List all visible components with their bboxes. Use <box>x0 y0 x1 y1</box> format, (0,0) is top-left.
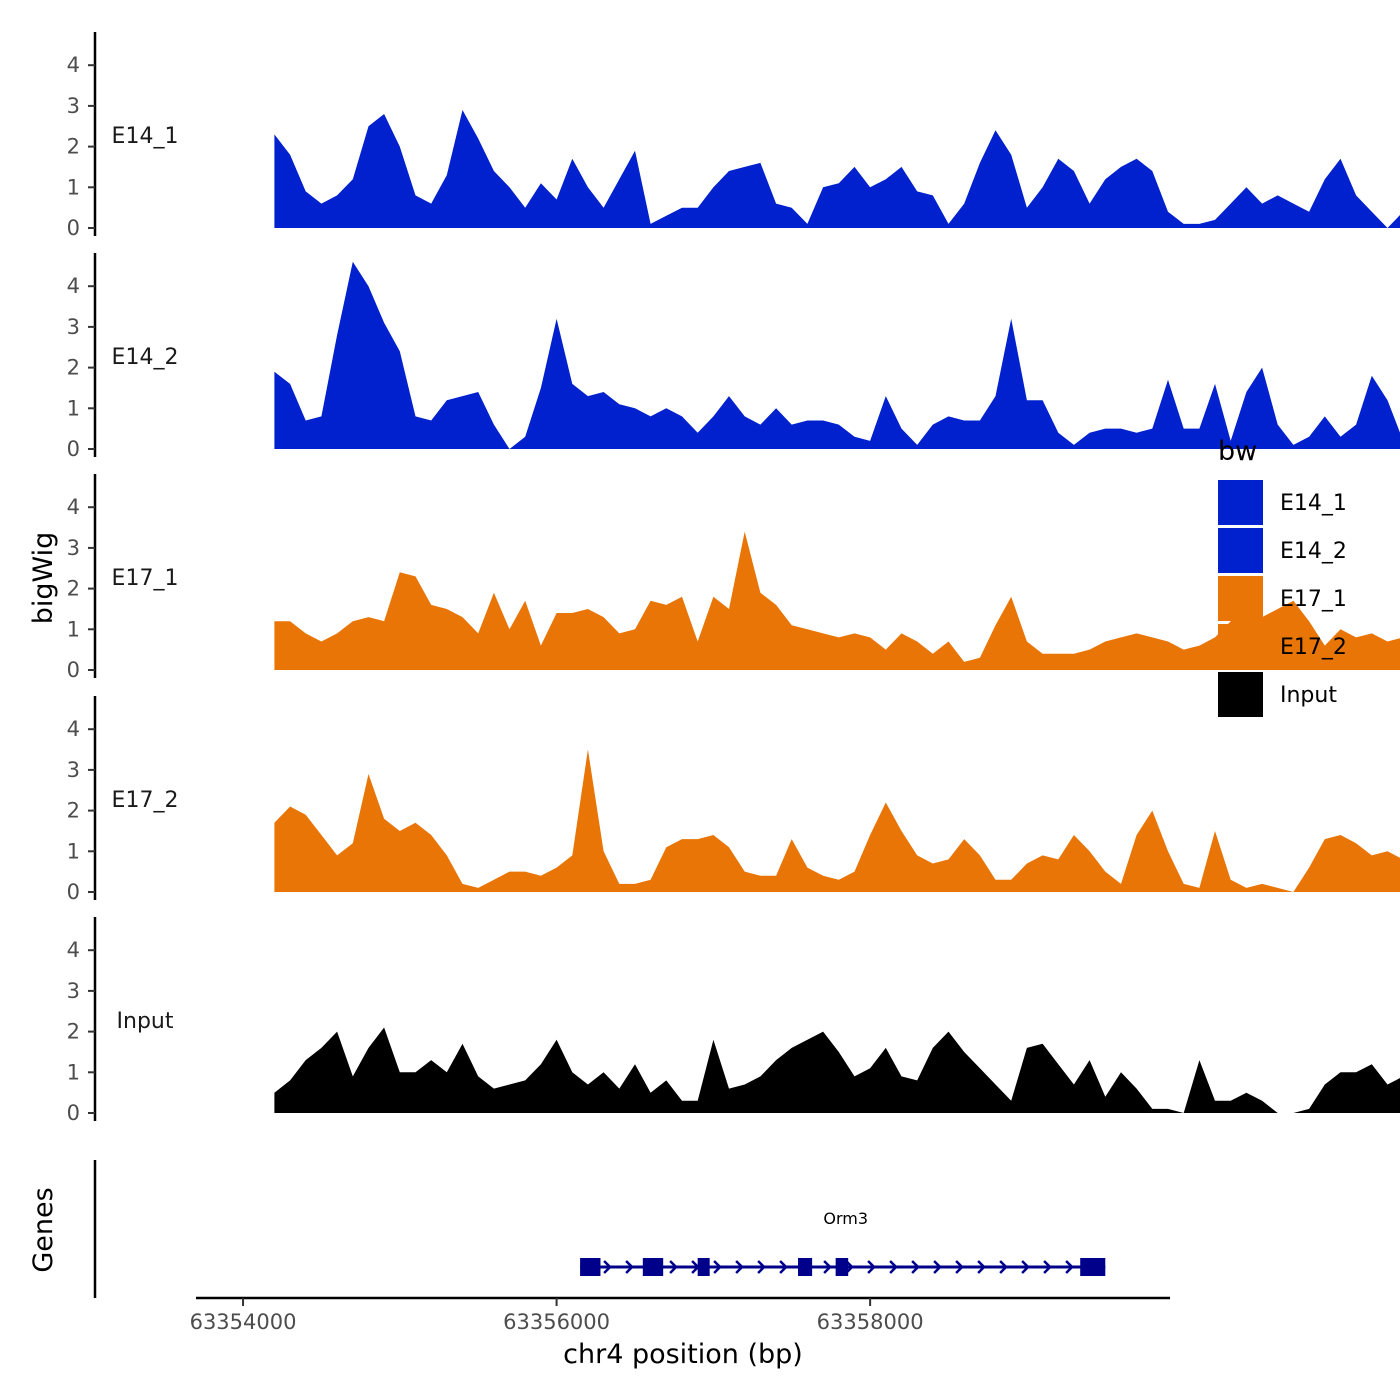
strand-arrow <box>669 1260 678 1274</box>
legend-label: E14_2 <box>1280 539 1347 564</box>
y-tick-label: 4 <box>67 53 80 77</box>
exon <box>642 1258 664 1276</box>
strand-arrow <box>713 1260 722 1274</box>
gene-orm3: Orm3 <box>580 1209 1106 1276</box>
legend-item: E17_2 <box>1218 624 1347 669</box>
track-e17-1: 0 1 2 3 4 E17_1 <box>67 474 1400 682</box>
y-tick-label: 3 <box>67 536 80 560</box>
y-tick-label: 2 <box>67 135 80 159</box>
exon <box>697 1258 710 1276</box>
track-label: Input <box>117 1009 174 1034</box>
legend-items: E14_1 E14_2 E17_1 E17_2 Input <box>1218 480 1347 717</box>
genes-panel: Orm3 <box>93 1160 1106 1298</box>
legend-title: bw <box>1218 436 1257 467</box>
gene-label: Orm3 <box>823 1209 868 1228</box>
legend-item: Input <box>1218 672 1337 717</box>
strand-arrow <box>867 1260 876 1274</box>
y-tick-label: 0 <box>67 1101 80 1125</box>
strand-arrow <box>977 1260 986 1274</box>
legend-swatch <box>1218 624 1263 669</box>
strand-arrow <box>735 1260 744 1274</box>
strand-arrow <box>779 1260 788 1274</box>
legend-swatch <box>1218 528 1263 573</box>
y-tick-label: 1 <box>67 396 80 420</box>
y-tick-label: 1 <box>67 1060 80 1084</box>
genes-axis-title: Genes <box>28 1187 59 1272</box>
area-e17-2 <box>274 749 1400 892</box>
track-e14-2: 0 1 2 3 4 E14_2 <box>67 253 1400 461</box>
legend-item: E17_1 <box>1218 576 1347 621</box>
strand-arrow <box>757 1260 766 1274</box>
strand-arrow <box>889 1260 898 1274</box>
strand-arrow <box>603 1260 612 1274</box>
legend-label: E14_1 <box>1280 491 1347 516</box>
strand-arrow <box>1043 1260 1052 1274</box>
bigwig-tracks: 0 1 2 3 4 E14_1 0 1 2 3 4 E14_2 0 1 2 3 4 E17_1 0 1 2 3 4 E17_2… <box>67 32 1400 1125</box>
exon <box>835 1258 849 1276</box>
y-tick-label: 1 <box>67 617 80 641</box>
strand-arrow <box>955 1260 964 1274</box>
legend-item: E14_2 <box>1218 528 1347 573</box>
area-input <box>274 1027 1400 1113</box>
track-e14-1: 0 1 2 3 4 E14_1 <box>67 32 1400 240</box>
y-tick-label: 0 <box>67 437 80 461</box>
y-tick-label: 0 <box>67 880 80 904</box>
legend-item: E14_1 <box>1218 480 1347 525</box>
track-input: 0 1 2 3 4 Input <box>67 917 1400 1125</box>
y-tick-label: 3 <box>67 94 80 118</box>
y-tick-label: 3 <box>67 979 80 1003</box>
strand-arrow <box>911 1260 920 1274</box>
area-e17-1 <box>274 531 1400 670</box>
track-e17-2: 0 1 2 3 4 E17_2 <box>67 696 1400 904</box>
area-e14-1 <box>274 110 1400 228</box>
y-axis-title: bigWig <box>28 532 59 625</box>
x-tick-label: 63354000 <box>190 1310 297 1334</box>
y-tick-label: 1 <box>67 175 80 199</box>
legend-swatch <box>1218 480 1263 525</box>
strand-arrow <box>1021 1260 1030 1274</box>
legend-swatch <box>1218 672 1263 717</box>
track-label: E14_1 <box>112 124 179 149</box>
y-tick-label: 3 <box>67 315 80 339</box>
exon <box>1080 1258 1106 1276</box>
legend-label: Input <box>1280 683 1337 708</box>
strand-arrow <box>933 1260 942 1274</box>
y-tick-label: 1 <box>67 839 80 863</box>
y-tick-label: 2 <box>67 356 80 380</box>
exon <box>798 1258 813 1276</box>
x-tick-label: 63358000 <box>817 1310 924 1334</box>
exon <box>580 1258 601 1276</box>
x-axis-title: chr4 position (bp) <box>563 1339 803 1370</box>
x-tick-label: 63356000 <box>503 1310 610 1334</box>
y-tick-label: 2 <box>67 577 80 601</box>
legend: bw E14_1 E14_2 E17_1 E17_2 Input <box>1218 436 1347 717</box>
y-tick-label: 2 <box>67 799 80 823</box>
legend-label: E17_1 <box>1280 587 1347 612</box>
strand-arrow <box>999 1260 1008 1274</box>
area-e14-2 <box>274 261 1400 449</box>
y-tick-label: 0 <box>67 216 80 240</box>
y-tick-label: 2 <box>67 1020 80 1044</box>
y-tick-label: 4 <box>67 495 80 519</box>
legend-swatch <box>1218 576 1263 621</box>
y-tick-label: 4 <box>67 717 80 741</box>
y-tick-label: 3 <box>67 758 80 782</box>
track-label: E17_1 <box>112 566 179 591</box>
strand-arrow <box>625 1260 634 1274</box>
x-axis: 63354000 63356000 63358000 <box>190 1296 1170 1334</box>
y-tick-label: 4 <box>67 938 80 962</box>
y-tick-label: 4 <box>67 274 80 298</box>
strand-arrow <box>1065 1260 1074 1274</box>
track-label: E14_2 <box>112 345 179 370</box>
track-label: E17_2 <box>112 788 179 813</box>
strand-arrow <box>823 1260 832 1274</box>
legend-label: E17_2 <box>1280 635 1347 660</box>
y-tick-label: 0 <box>67 658 80 682</box>
